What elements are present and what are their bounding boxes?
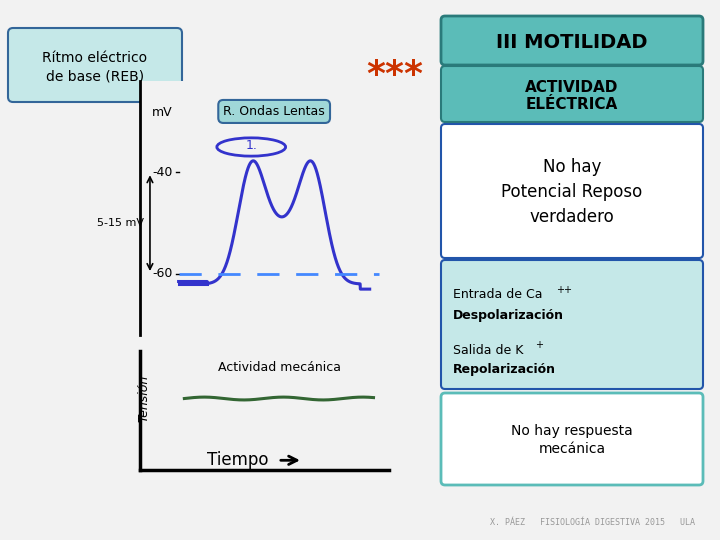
Text: 1.: 1. [246,139,257,152]
FancyBboxPatch shape [441,16,703,65]
Text: No hay
Potencial Reposo
verdadero: No hay Potencial Reposo verdadero [501,158,643,226]
Text: Rítmo eléctrico
de base (REB): Rítmo eléctrico de base (REB) [42,51,148,83]
FancyBboxPatch shape [441,66,703,122]
Text: Repolarización: Repolarización [453,363,556,376]
Text: Tiempo: Tiempo [207,451,269,469]
FancyBboxPatch shape [441,393,703,485]
FancyBboxPatch shape [441,124,703,258]
Text: -60: -60 [153,267,173,280]
Text: mV: mV [152,106,173,119]
FancyBboxPatch shape [441,260,703,389]
Text: R. Ondas Lentas: R. Ondas Lentas [223,105,325,118]
Text: -40: -40 [153,166,173,179]
Text: +: + [535,340,543,350]
Text: III MOTILIDAD: III MOTILIDAD [496,32,648,51]
Text: Salida de K: Salida de K [453,343,523,356]
FancyBboxPatch shape [8,28,182,102]
Text: No hay respuesta
mecánica: No hay respuesta mecánica [511,424,633,456]
Text: ++: ++ [556,285,572,295]
Text: Entrada de Ca: Entrada de Ca [453,288,542,301]
Text: ***: *** [366,58,423,92]
Text: Despolarización: Despolarización [453,308,564,321]
Text: ACTIVIDAD
ELÉCTRICA: ACTIVIDAD ELÉCTRICA [526,80,618,112]
Text: Actividad mecánica: Actividad mecánica [218,361,341,374]
Text: X. PÁEZ   FISIOLOGÍA DIGESTIVA 2015   ULA: X. PÁEZ FISIOLOGÍA DIGESTIVA 2015 ULA [490,518,695,527]
Text: 5-15 mV: 5-15 mV [97,218,144,228]
Text: Tensión: Tensión [138,375,150,422]
